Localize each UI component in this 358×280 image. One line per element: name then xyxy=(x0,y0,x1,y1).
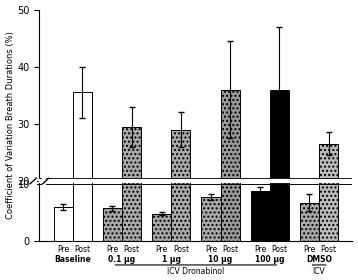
Bar xyxy=(103,208,122,241)
Bar xyxy=(73,92,92,241)
Bar xyxy=(171,130,190,241)
Bar xyxy=(202,197,221,241)
Text: Pre: Pre xyxy=(106,245,118,254)
Bar xyxy=(54,207,73,241)
Text: Post: Post xyxy=(271,245,287,254)
Text: DMSO: DMSO xyxy=(306,255,332,264)
Text: 1 μg: 1 μg xyxy=(162,255,181,264)
Text: Post: Post xyxy=(124,245,140,254)
Text: Pre: Pre xyxy=(254,245,266,254)
Text: Post: Post xyxy=(320,245,337,254)
Text: Pre: Pre xyxy=(303,245,316,254)
Text: 10 μg: 10 μg xyxy=(208,255,233,264)
Bar xyxy=(270,90,289,241)
Text: 0.1 μg: 0.1 μg xyxy=(108,255,136,264)
Bar xyxy=(221,90,240,241)
Text: Pre: Pre xyxy=(156,245,168,254)
Text: Post: Post xyxy=(74,245,91,254)
Text: ICV Dronabinol: ICV Dronabinol xyxy=(167,267,224,276)
Text: Baseline: Baseline xyxy=(54,255,91,264)
Text: ICV: ICV xyxy=(313,267,325,276)
Text: Pre: Pre xyxy=(57,245,69,254)
Bar xyxy=(152,214,171,241)
Text: 100 μg: 100 μg xyxy=(255,255,285,264)
Bar xyxy=(122,127,141,241)
Text: Post: Post xyxy=(173,245,189,254)
Text: Post: Post xyxy=(222,245,238,254)
Text: Pre: Pre xyxy=(205,245,217,254)
Y-axis label: Coefficient of Variation Breath Durations (%): Coefficient of Variation Breath Duration… xyxy=(6,31,15,219)
Bar xyxy=(300,203,319,241)
Bar xyxy=(319,144,338,241)
Bar xyxy=(251,191,270,241)
